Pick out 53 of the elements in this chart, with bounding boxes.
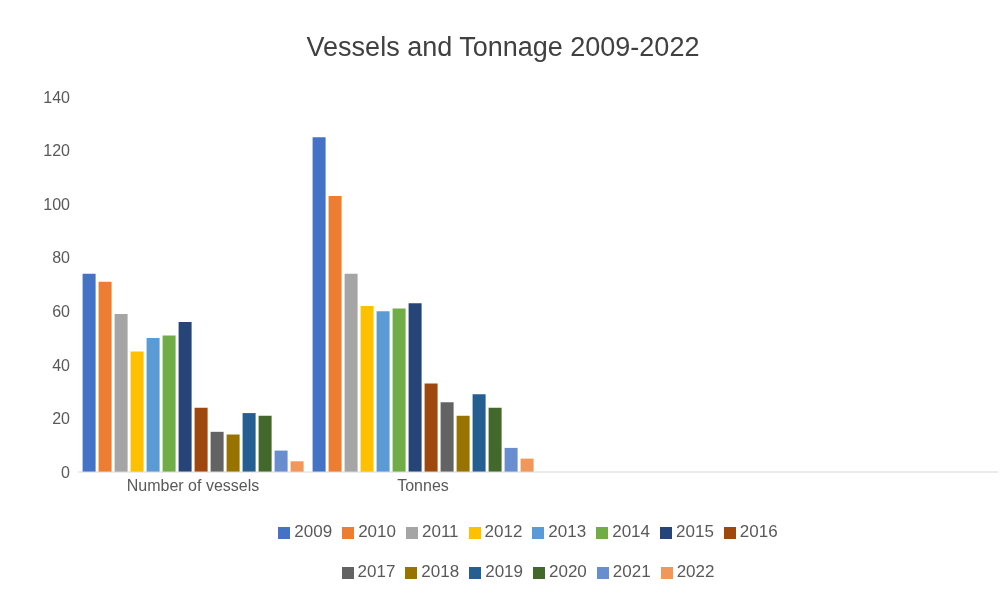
bar (312, 137, 326, 472)
bar (274, 450, 288, 472)
bar (146, 338, 160, 472)
legend-label: 2012 (484, 522, 523, 541)
legend-label: 2011 (421, 522, 459, 541)
bar (242, 413, 256, 472)
x-tick-label: Number of vessels (126, 477, 260, 495)
bar (456, 415, 470, 472)
bar (408, 303, 422, 472)
legend-label: 2018 (421, 562, 460, 581)
bar (162, 335, 176, 472)
bar (226, 434, 240, 472)
bar (424, 383, 438, 472)
bar (290, 461, 304, 472)
bar (504, 447, 518, 472)
bar (130, 351, 144, 472)
legend-label: 2017 (357, 562, 396, 581)
y-tick-label: 40 (52, 356, 71, 374)
legend-label: 2016 (739, 522, 778, 541)
legend-label: 2013 (548, 522, 587, 541)
y-tick-label: 100 (43, 195, 71, 213)
bar (360, 305, 374, 472)
bar (194, 407, 208, 472)
legend-label: 2022 (676, 562, 715, 581)
y-tick-label: 80 (52, 249, 71, 267)
bar (114, 313, 128, 472)
bar (440, 402, 454, 472)
legend-label: 2019 (485, 562, 523, 581)
bar (82, 273, 96, 472)
legend-label: 2021 (612, 562, 651, 581)
legend-label: 2020 (549, 562, 587, 581)
legend-label: 2014 (612, 522, 651, 541)
legend-label: 2015 (676, 522, 714, 541)
bar (472, 394, 486, 472)
bar (258, 415, 272, 472)
bar (210, 431, 224, 472)
bar (98, 281, 112, 472)
bar (328, 196, 342, 472)
chart-title: Vessels and Tonnage 2009-2022 (305, 31, 701, 64)
legend-label: 2009 (294, 522, 333, 541)
x-tick-label: Tonnes (397, 477, 449, 495)
bar (520, 458, 534, 472)
bar (392, 308, 406, 472)
y-tick-label: 0 (61, 463, 71, 481)
y-tick-label: 60 (52, 302, 71, 320)
bar (376, 311, 390, 472)
bar (344, 273, 358, 472)
legend-label: 2010 (358, 522, 396, 541)
y-tick-label: 120 (43, 142, 71, 160)
y-tick-label: 140 (43, 88, 71, 106)
bar (178, 322, 192, 472)
y-tick-label: 20 (52, 410, 71, 428)
bar (488, 407, 502, 472)
